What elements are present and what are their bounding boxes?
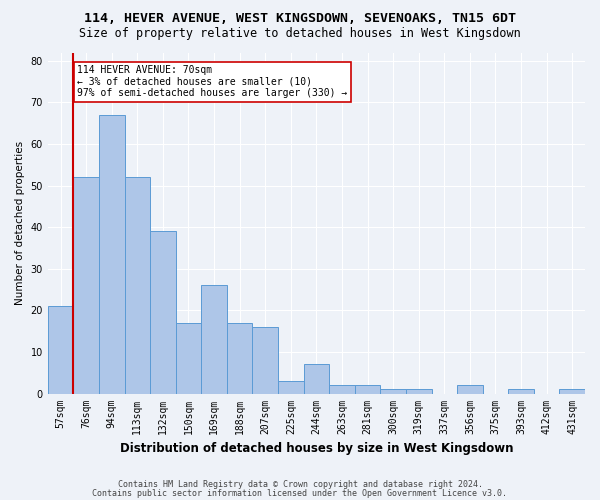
Text: Contains HM Land Registry data © Crown copyright and database right 2024.: Contains HM Land Registry data © Crown c…: [118, 480, 482, 489]
Bar: [406, 390, 431, 394]
Bar: [355, 385, 380, 394]
Bar: [99, 115, 125, 394]
Y-axis label: Number of detached properties: Number of detached properties: [15, 141, 25, 305]
Text: 114 HEVER AVENUE: 70sqm
← 3% of detached houses are smaller (10)
97% of semi-det: 114 HEVER AVENUE: 70sqm ← 3% of detached…: [77, 65, 347, 98]
X-axis label: Distribution of detached houses by size in West Kingsdown: Distribution of detached houses by size …: [119, 442, 513, 455]
Bar: [48, 306, 73, 394]
Bar: [125, 178, 150, 394]
Bar: [278, 381, 304, 394]
Bar: [559, 390, 585, 394]
Bar: [508, 390, 534, 394]
Text: Size of property relative to detached houses in West Kingsdown: Size of property relative to detached ho…: [79, 28, 521, 40]
Bar: [150, 232, 176, 394]
Text: Contains public sector information licensed under the Open Government Licence v3: Contains public sector information licen…: [92, 490, 508, 498]
Bar: [201, 286, 227, 394]
Bar: [304, 364, 329, 394]
Bar: [227, 323, 253, 394]
Bar: [176, 323, 201, 394]
Bar: [253, 327, 278, 394]
Bar: [73, 178, 99, 394]
Text: 114, HEVER AVENUE, WEST KINGSDOWN, SEVENOAKS, TN15 6DT: 114, HEVER AVENUE, WEST KINGSDOWN, SEVEN…: [84, 12, 516, 26]
Bar: [380, 390, 406, 394]
Bar: [329, 385, 355, 394]
Bar: [457, 385, 482, 394]
